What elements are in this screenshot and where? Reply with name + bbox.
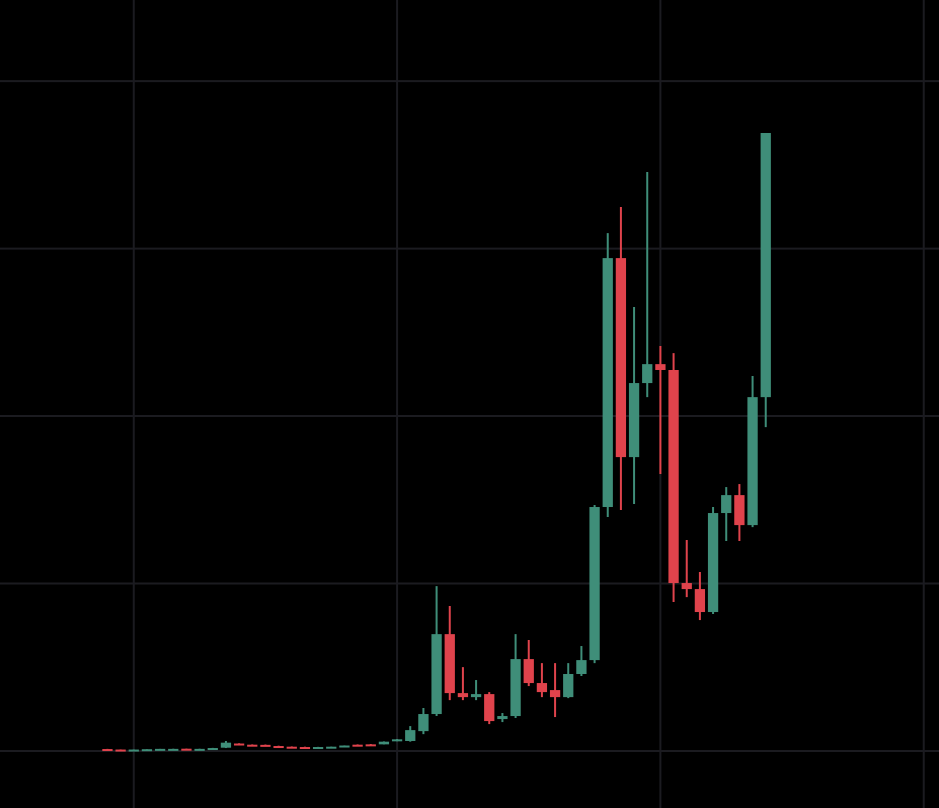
candle-body (655, 364, 666, 370)
candle-body (207, 748, 218, 751)
candle-body (168, 748, 179, 751)
candle-body (431, 634, 442, 715)
candle-body (299, 747, 311, 750)
candle-body (260, 744, 271, 747)
candle-body (141, 749, 153, 752)
candle-body (681, 583, 692, 590)
candle-body (128, 749, 139, 752)
candle-body (273, 746, 284, 749)
candle-body (102, 749, 113, 752)
candle-body (760, 132, 771, 398)
candle-body (549, 690, 561, 698)
candle-body (668, 369, 679, 584)
candle-body (615, 258, 627, 458)
candle-body (391, 739, 403, 742)
candle-body (352, 744, 363, 747)
candle-body (536, 683, 548, 693)
candle-body (326, 746, 337, 749)
candle-body (602, 258, 613, 508)
candle-body (154, 748, 166, 751)
candle-body (247, 744, 258, 747)
candle-body (194, 748, 205, 751)
candle-body (734, 495, 745, 526)
candle-body (312, 747, 324, 750)
candle-body (181, 748, 192, 751)
candle-body (523, 659, 534, 684)
candle-body (286, 746, 297, 749)
candle-body (233, 743, 245, 746)
candle-body (510, 659, 521, 717)
candle-body (418, 714, 429, 732)
candle-body (497, 716, 508, 720)
candle-body (470, 694, 482, 698)
candle-body (628, 383, 640, 458)
candle-body (220, 742, 232, 748)
candle-body (642, 364, 653, 384)
candle-body (707, 513, 719, 613)
candle-body (457, 693, 469, 698)
candle-body (405, 730, 416, 742)
candle-body (484, 694, 495, 722)
candle-body (721, 495, 732, 514)
candle-body (747, 397, 758, 526)
candle-body (589, 507, 600, 661)
candle-body (115, 749, 126, 752)
candle-body (378, 741, 390, 745)
candle-body (339, 745, 350, 748)
candle-body (444, 634, 455, 694)
candle-body (576, 660, 587, 675)
candle-body (563, 674, 574, 698)
candle-body (365, 744, 376, 747)
candle-body (694, 589, 706, 613)
